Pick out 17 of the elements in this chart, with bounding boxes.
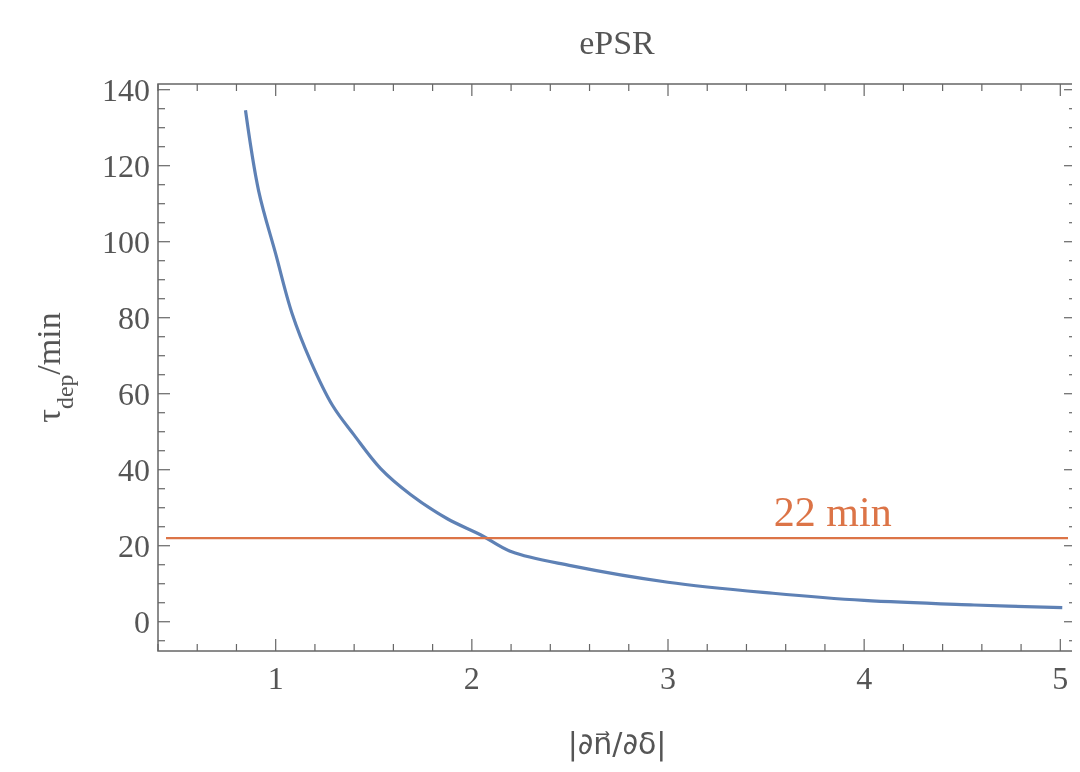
y-tick-label: 140 (102, 71, 150, 108)
x-tick-label: 3 (660, 660, 676, 696)
y-tick-label: 0 (134, 603, 150, 640)
x-axis-title: |∂n⃗/∂δ| (567, 726, 667, 762)
y-tick-label: 60 (118, 375, 150, 412)
x-tick-label: 1 (267, 660, 284, 696)
y-tick-label: 100 (102, 223, 150, 260)
y-tick-label: 80 (118, 299, 150, 336)
chart-title: ePSR (579, 24, 656, 61)
x-tick-label: 4 (856, 660, 873, 696)
y-tick-label: 40 (118, 451, 150, 488)
y-tick-label: 20 (118, 527, 150, 564)
x-tick-label: 5 (1052, 660, 1069, 696)
ref-line-label: 22 min (773, 489, 892, 536)
x-tick-label: 2 (463, 660, 480, 696)
y-tick-label: 120 (102, 147, 150, 184)
line-series (243, 108, 1064, 610)
